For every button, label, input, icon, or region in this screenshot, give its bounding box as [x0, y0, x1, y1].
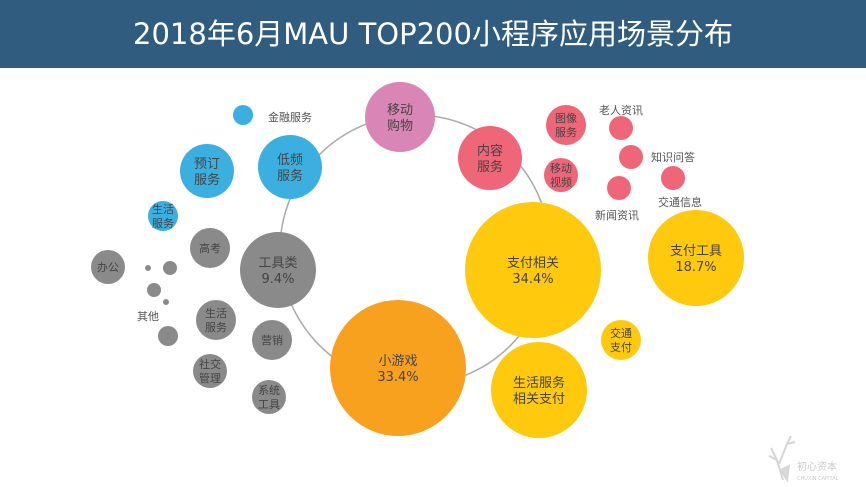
bubble-label: 生活: [152, 202, 174, 216]
svg-text:CHUXIN CAPITAL: CHUXIN CAPITAL: [797, 476, 839, 482]
bubble-label: 服务: [194, 172, 220, 188]
bubble-label: 支付: [610, 341, 632, 354]
bubble-outside-label: 知识问答: [651, 150, 695, 164]
bubble: [544, 158, 578, 192]
chuxin-capital-logo: 初心资本 CHUXIN CAPITAL: [768, 435, 839, 483]
bubble: [190, 228, 230, 268]
bubble: [148, 201, 178, 231]
bubble: [601, 320, 641, 360]
bubble: [465, 202, 601, 338]
bubble: [147, 283, 161, 297]
bubble-label: 移动: [550, 162, 572, 175]
bubble: [365, 82, 435, 152]
bubble-label: 低频: [277, 153, 303, 168]
bubble-label: 购物: [387, 118, 413, 134]
bubble-label: 预订: [194, 157, 220, 172]
bubble: [546, 105, 586, 145]
bubble-label: 系统: [258, 384, 280, 397]
bubble-label: 交通: [610, 326, 632, 340]
bubble: [661, 166, 685, 190]
bubble-label: 内容: [477, 143, 503, 159]
bubble-label: 33.4%: [377, 370, 418, 385]
bubble-label: 服务: [152, 217, 174, 230]
bubble: [330, 300, 466, 436]
bubble-label: 管理: [199, 371, 221, 385]
bubble: [648, 210, 744, 306]
bubble: [252, 320, 292, 360]
bubble: [609, 116, 633, 140]
bubble: [158, 326, 178, 346]
bubble-label: 视频: [550, 175, 572, 189]
bubble-label: 办公: [97, 261, 119, 274]
bubble: [145, 265, 151, 271]
bubble-label: 支付相关: [507, 256, 559, 271]
bubble-label: 支付工具: [670, 244, 722, 259]
bubble-outside-label: 新闻资讯: [595, 208, 639, 222]
bubble: [240, 232, 316, 308]
bubble: [619, 145, 643, 169]
bubble: [252, 380, 286, 414]
bubble-label: 34.4%: [512, 272, 553, 287]
bubble-label: 生活服务: [513, 375, 565, 391]
bubble: [491, 342, 587, 438]
bubble: [607, 176, 631, 200]
bubble-label: 服务: [205, 321, 227, 334]
bubble-label: 营销: [261, 333, 283, 347]
bubble-label: 服务: [477, 159, 503, 175]
bubble: [233, 105, 253, 125]
bubble-label: 服务: [555, 126, 577, 139]
bubble-outside-label: 交通信息: [658, 195, 702, 209]
bubble-label: 9.4%: [261, 272, 294, 287]
bubble: [258, 135, 322, 199]
bubble-label: 相关支付: [513, 392, 565, 407]
bubble: [163, 261, 177, 275]
bubble: [163, 299, 169, 305]
bubble-outside-label: 老人资讯: [599, 104, 643, 117]
bubble-label: 社交: [199, 357, 221, 371]
bubble-label: 工具类: [258, 256, 297, 271]
other-label: 其他: [137, 310, 159, 323]
title-bar: [0, 0, 866, 68]
bubble-label: 小游戏: [378, 354, 417, 369]
bubble-label: 图像: [555, 112, 577, 125]
bubble-label: 生活: [205, 306, 227, 320]
svg-text:初心资本: 初心资本: [797, 460, 837, 473]
bubble-label: 高考: [199, 241, 221, 255]
bubble: [193, 354, 227, 388]
bubble: [458, 126, 522, 190]
bubble: [180, 144, 234, 198]
bubble-label: 工具: [258, 398, 280, 411]
page-title: 2018年6月MAU TOP200小程序应用场景分布: [133, 17, 733, 51]
bubble-label: 移动: [387, 103, 413, 118]
bubble-label: 服务: [277, 168, 303, 184]
bubble-outside-label: 金融服务: [268, 110, 312, 124]
bubble-label: 18.7%: [675, 260, 716, 275]
bubble: [196, 300, 236, 340]
bubble: [91, 250, 125, 284]
